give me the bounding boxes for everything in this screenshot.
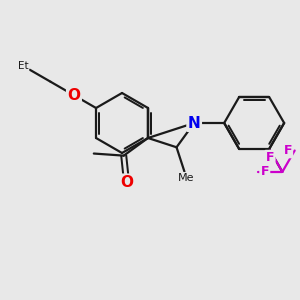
Text: O: O bbox=[68, 88, 80, 103]
Text: Me: Me bbox=[178, 173, 195, 183]
Text: F: F bbox=[260, 165, 269, 178]
Text: O: O bbox=[120, 175, 133, 190]
Text: F: F bbox=[284, 144, 292, 157]
Text: Et: Et bbox=[17, 61, 28, 71]
Text: N: N bbox=[188, 116, 200, 130]
Text: F: F bbox=[266, 151, 274, 164]
